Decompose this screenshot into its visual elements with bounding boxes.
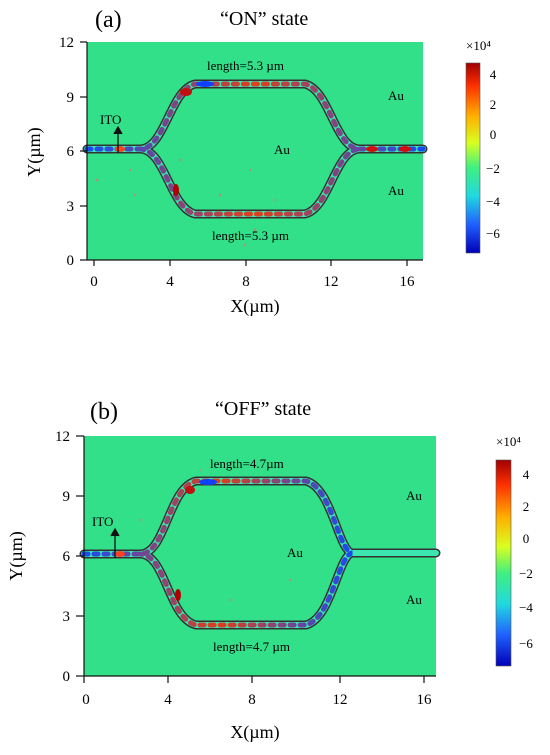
axes — [80, 41, 423, 266]
y-axis-label: Y(µm) — [6, 531, 27, 580]
au-label-center: Au — [287, 545, 303, 560]
ito-arrow — [110, 527, 120, 558]
y-tick-label: 0 — [63, 669, 71, 685]
y-axis-label: Y(µm) — [24, 127, 45, 176]
colorbar-exponent: ×10⁴ — [466, 38, 491, 53]
y-tick-label: 3 — [63, 609, 71, 625]
y-tick-label: 6 — [67, 144, 75, 160]
colorbar-tick-label: −6 — [519, 636, 533, 651]
colorbar-tick-label: −6 — [486, 226, 500, 241]
waveguide — [79, 476, 441, 630]
bottom-length-label: length=5.3 µm — [212, 228, 289, 243]
colorbar-tick-label: 4 — [523, 467, 530, 482]
noise-dots — [138, 468, 292, 602]
x-tick-label: 8 — [248, 692, 256, 708]
bottom-length-label: length=4.7 µm — [213, 639, 290, 654]
x-tick-labels: 0 4 8 12 16 — [90, 274, 415, 290]
colorbar-tick-labels: 4 2 0 −2 −4 −6 — [519, 467, 533, 651]
au-label-center: Au — [274, 142, 290, 157]
x-tick-label: 0 — [82, 692, 90, 708]
y-tick-label: 9 — [67, 90, 75, 106]
x-axis-label: X(µm) — [230, 722, 279, 743]
y-tick-label: 6 — [63, 549, 71, 565]
y-tick-label: 0 — [67, 253, 75, 269]
x-tick-label: 0 — [90, 274, 98, 290]
ito-label: ITO — [92, 514, 113, 529]
noise-dots — [95, 158, 277, 247]
x-tick-label: 4 — [166, 274, 174, 290]
colorbar-tick-label: −2 — [519, 566, 533, 581]
panel-title: “ON” state — [220, 8, 308, 30]
colorbar — [465, 62, 481, 254]
panel-a: (a) “ON” state length=5.3 µm length=5.3 … — [24, 7, 500, 317]
au-label-top-right: Au — [406, 488, 422, 503]
panel-b: (b) “OFF” state length=4.7µm length=4.7 … — [6, 398, 533, 743]
axes — [76, 435, 436, 683]
y-tick-label: 3 — [67, 199, 75, 215]
y-tick-labels: 12 9 6 3 0 — [55, 429, 71, 685]
waveguide — [82, 79, 428, 219]
colorbar-tick-label: 4 — [490, 67, 497, 82]
colorbar-tick-label: 0 — [523, 531, 530, 546]
top-length-label: length=4.7µm — [210, 456, 284, 471]
colorbar-tick-labels: 4 2 0 −2 −4 −6 — [486, 67, 500, 241]
ito-arrow — [113, 125, 123, 153]
x-tick-label: 8 — [242, 274, 250, 290]
colorbar-tick-label: 0 — [490, 127, 497, 142]
y-tick-label: 9 — [63, 489, 71, 505]
y-tick-label: 12 — [59, 35, 74, 51]
colorbar-exponent: ×10⁴ — [496, 434, 521, 449]
top-length-label: length=5.3 µm — [207, 58, 284, 73]
x-tick-label: 4 — [164, 692, 172, 708]
x-axis-label: X(µm) — [230, 296, 279, 317]
au-label-top-right: Au — [388, 88, 404, 103]
colorbar-tick-label: −4 — [519, 600, 533, 615]
panel-title: “OFF” state — [215, 398, 311, 420]
y-tick-labels: 12 9 6 3 0 — [59, 35, 75, 269]
panel-label: (a) — [95, 7, 122, 33]
x-tick-label: 16 — [400, 274, 416, 290]
y-tick-label: 12 — [55, 429, 70, 445]
x-tick-labels: 0 4 8 12 16 — [82, 692, 432, 708]
colorbar-tick-label: 2 — [523, 499, 530, 514]
au-label-bottom-right: Au — [406, 592, 422, 607]
field-hotspots — [115, 81, 411, 196]
field-hotspots — [115, 479, 217, 601]
x-tick-label: 12 — [324, 274, 339, 290]
colorbar-tick-label: 2 — [490, 97, 497, 112]
colorbar-tick-label: −2 — [486, 161, 500, 176]
colorbar — [495, 459, 512, 667]
au-label-bottom-right: Au — [388, 183, 404, 198]
panel-label: (b) — [90, 399, 118, 425]
x-tick-label: 16 — [417, 692, 433, 708]
colorbar-tick-label: −4 — [486, 194, 500, 209]
x-tick-label: 12 — [333, 692, 348, 708]
ito-label: ITO — [100, 112, 121, 127]
